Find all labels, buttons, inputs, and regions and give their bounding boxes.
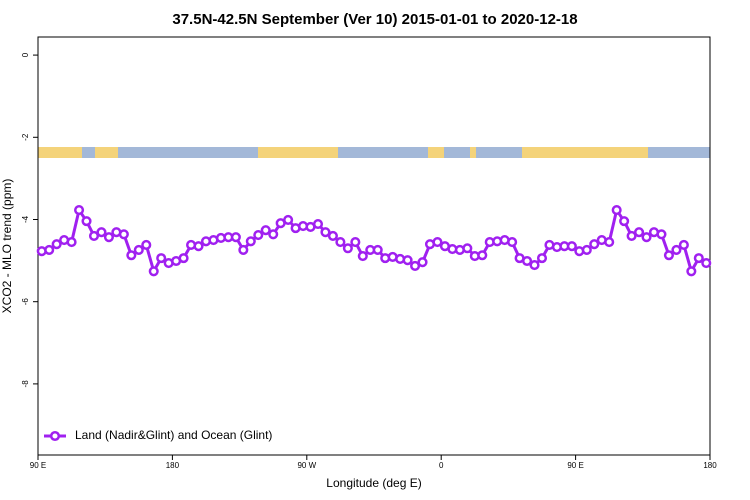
data-point <box>283 214 294 225</box>
data-point <box>148 266 159 277</box>
data-point <box>133 244 144 255</box>
data-point <box>656 229 667 240</box>
data-point <box>462 243 473 254</box>
data-point <box>589 239 600 250</box>
y-tick-label: -8 <box>21 380 30 388</box>
data-point <box>96 227 107 238</box>
data-point <box>663 250 674 261</box>
data-point <box>522 255 533 267</box>
data-point <box>357 251 368 262</box>
data-point <box>126 250 137 261</box>
data-point <box>671 244 682 255</box>
data-point <box>678 239 689 251</box>
data-point <box>693 253 704 264</box>
data-point <box>477 250 488 261</box>
data-point <box>342 243 353 254</box>
x-tick-label: 90 E <box>567 461 583 470</box>
x-tick-label: 180 <box>703 461 717 470</box>
x-tick-label: 90 W <box>297 461 316 470</box>
x-tick-label: 90 E <box>30 461 46 470</box>
x-axis-label: Longitude (deg E) <box>326 476 421 490</box>
data-point <box>320 227 331 238</box>
data-point <box>141 239 152 251</box>
data-point <box>686 266 697 277</box>
data-point <box>118 229 129 240</box>
data-point <box>372 244 383 255</box>
y-tick-label: 0 <box>21 52 30 57</box>
data-point <box>402 255 413 266</box>
x-tick-label: 180 <box>166 461 180 470</box>
data-point <box>641 232 652 243</box>
data-point <box>245 236 256 247</box>
data-point <box>604 237 615 248</box>
data-point <box>156 253 167 264</box>
data-point <box>103 232 114 243</box>
data-point <box>611 204 622 216</box>
legend-label: Land (Nadir&Glint) and Ocean (Glint) <box>75 428 272 442</box>
data-point <box>619 216 630 227</box>
data-point <box>529 260 540 271</box>
data-point <box>536 253 548 264</box>
data-point <box>410 260 421 271</box>
chart-title: 37.5N-42.5N September (Ver 10) 2015-01-0… <box>172 11 577 28</box>
y-tick-label: -4 <box>21 215 30 223</box>
data-point <box>193 241 204 252</box>
data-point <box>260 225 271 236</box>
data-point <box>701 258 712 269</box>
plot-frame <box>37 36 711 456</box>
land-ocean-strip <box>38 147 710 158</box>
data-point <box>81 216 92 227</box>
data-point <box>626 230 637 241</box>
data-point <box>417 257 428 268</box>
data-point <box>74 204 85 216</box>
data-point <box>230 232 241 243</box>
data-point <box>581 244 592 255</box>
y-tick-label: -6 <box>21 298 30 306</box>
data-point <box>327 230 338 241</box>
data-point <box>335 237 346 248</box>
data-point <box>44 244 55 255</box>
x-tick-label: 0 <box>439 461 444 470</box>
legend-marker <box>49 430 61 442</box>
y-tick-label: -2 <box>21 133 30 141</box>
data-point <box>66 237 77 248</box>
data-point <box>88 230 100 241</box>
data-point <box>268 229 279 240</box>
y-axis-label: XCO2 - MLO trend (ppm) <box>0 179 14 314</box>
data-point <box>350 237 361 248</box>
data-point <box>51 239 62 250</box>
data-point <box>238 244 249 255</box>
data-point <box>432 237 443 248</box>
data-point <box>566 241 577 252</box>
data-point <box>178 253 189 264</box>
data-point <box>634 227 645 238</box>
data-point <box>312 218 324 230</box>
data-point <box>253 230 264 241</box>
data-point <box>507 237 518 248</box>
